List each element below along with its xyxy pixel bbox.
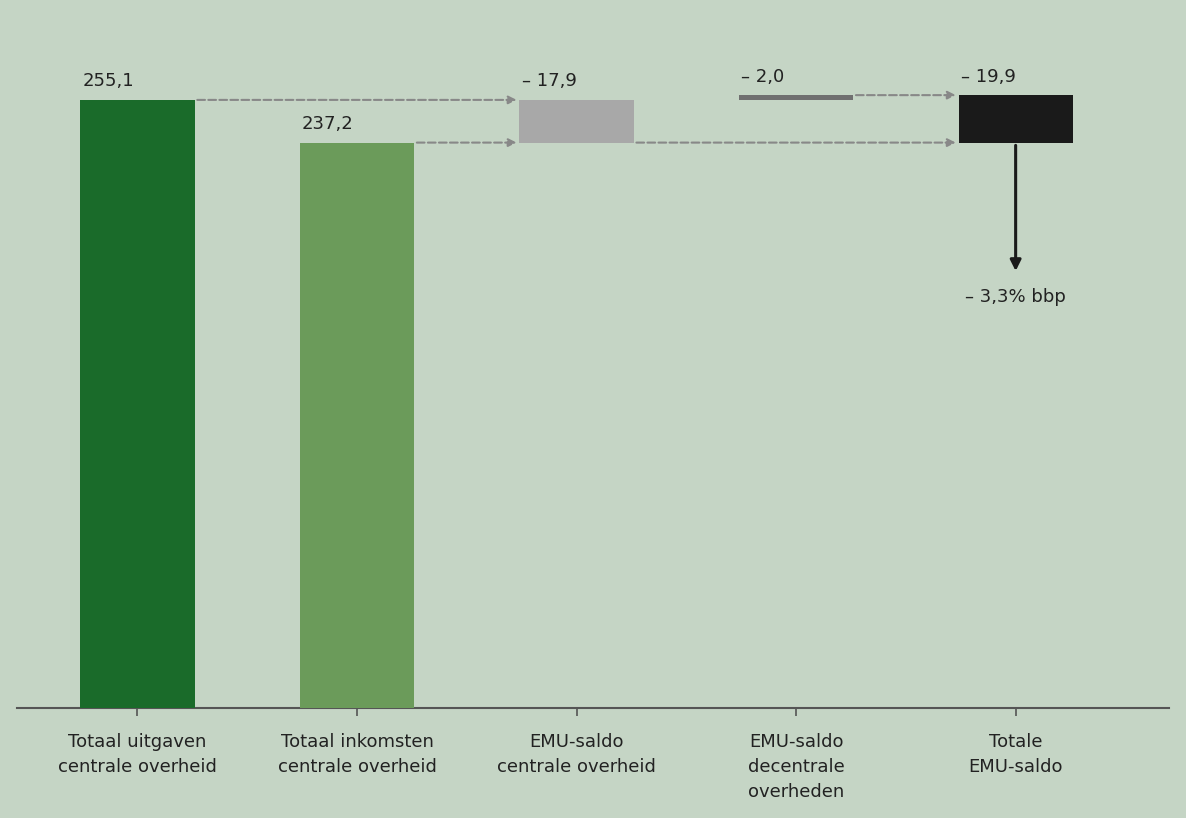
Bar (81, 100, 195, 708)
Bar (300, 142, 414, 708)
Bar (958, 95, 1072, 142)
Bar (519, 100, 633, 142)
Text: 237,2: 237,2 (302, 115, 353, 133)
Text: 255,1: 255,1 (83, 72, 134, 90)
Text: – 2,0: – 2,0 (741, 68, 784, 86)
Text: – 17,9: – 17,9 (522, 72, 576, 90)
Bar (739, 95, 853, 100)
Text: – 3,3% bbp: – 3,3% bbp (965, 288, 1066, 306)
Text: – 19,9: – 19,9 (961, 68, 1015, 86)
